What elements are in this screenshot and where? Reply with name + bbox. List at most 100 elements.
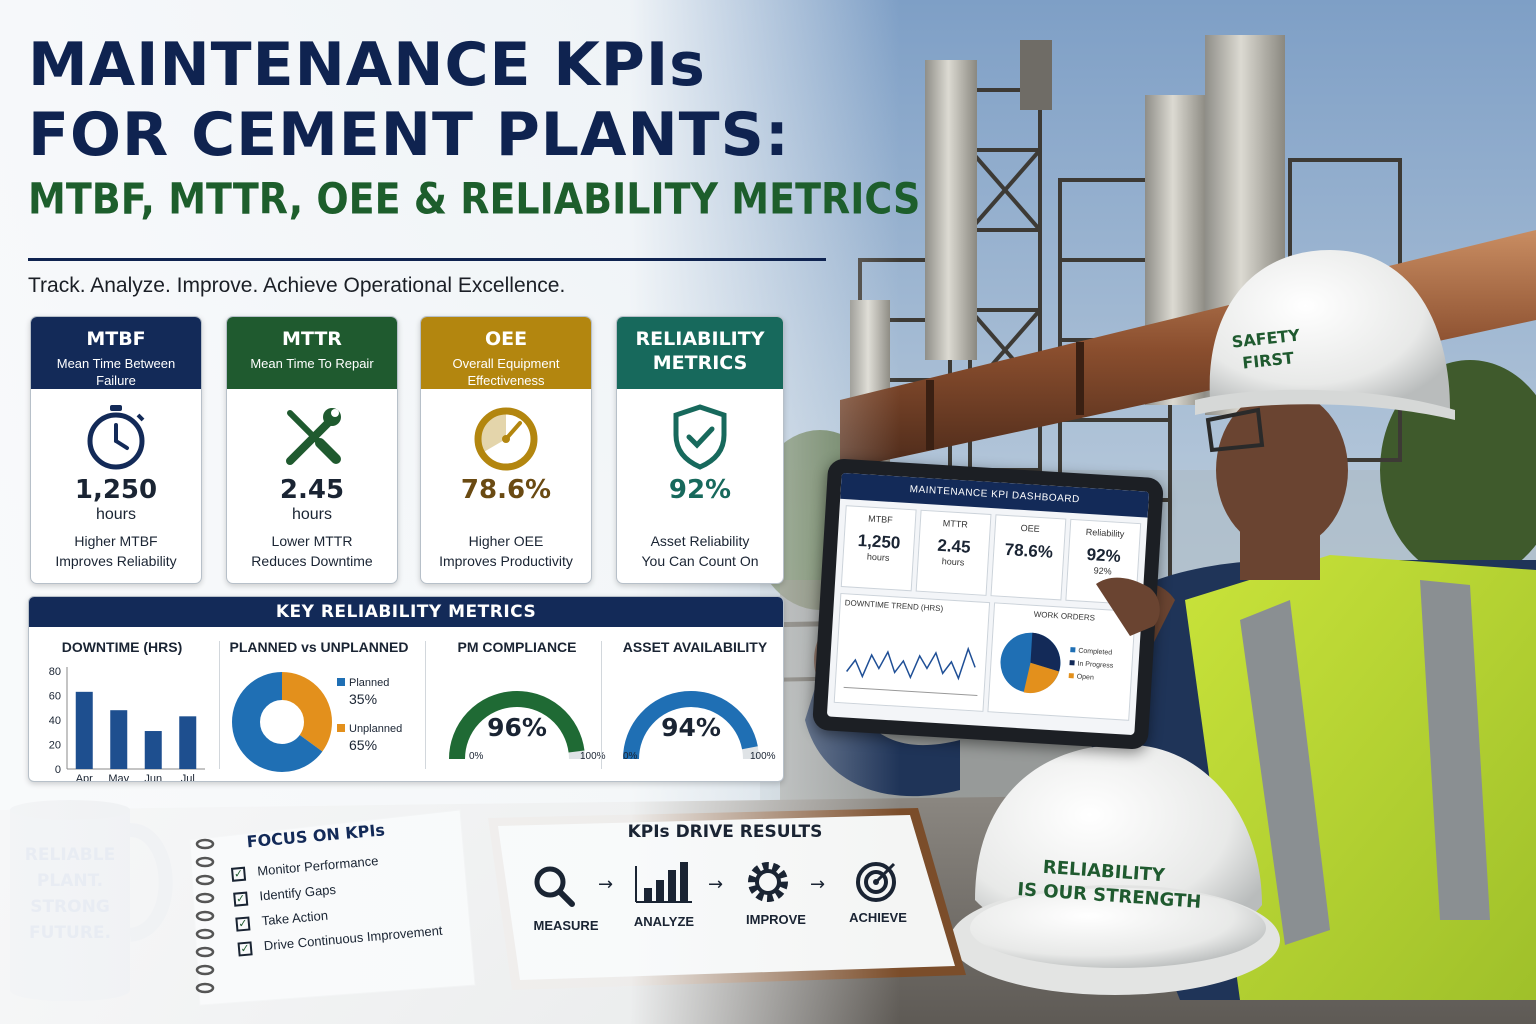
x-tick-label: May (108, 773, 129, 782)
checkbox-checked-icon: ✓ (230, 866, 247, 882)
kpi-description: Lower MTTR Reduces Downtime (227, 531, 397, 571)
step-improve: IMPROVE (746, 912, 806, 927)
legend-value: 65% (349, 737, 378, 753)
x-tick-label: Jul (181, 773, 195, 782)
gauge-min-label: 0% (469, 751, 484, 762)
kpi-value: 92% (668, 475, 732, 505)
kpi-card-header: RELIABILITY METRICS (617, 317, 783, 389)
mug-line-2: PLANT. (36, 871, 104, 891)
kpi-abbr: OEE (484, 328, 528, 350)
tablet-device: MAINTENANCE KPI DASHBOARD MTBF 1,250 hou… (812, 457, 1164, 751)
y-tick-label: 20 (49, 740, 61, 752)
tagline: Track. Analyze. Improve. Achieve Operati… (28, 274, 566, 297)
asset-availability-gauge: ASSET AVAILABILITY 94% 0% 100% (607, 627, 783, 781)
legend-value: 35% (349, 691, 378, 707)
gauge-value: 96% (487, 713, 547, 742)
pointing-hand (1096, 577, 1160, 636)
kpi-abbr-line-1: RELIABILITY (635, 328, 765, 350)
legend-label: Unplanned (349, 723, 403, 735)
kpi-desc-line-2: You Can Count On (641, 553, 759, 569)
kpi-desc-line-1: Lower MTTR (271, 533, 353, 549)
kpi-card-reliability: RELIABILITY METRICS 92% Asset Reliabilit… (616, 316, 784, 584)
legend-label: In Progress (1077, 660, 1114, 670)
kpi-desc-line-1: Higher OEE (468, 533, 544, 549)
x-tick-label: Jun (144, 773, 162, 782)
legend-swatch (337, 724, 345, 732)
kpi-card-header: OEE Overall Equipment Effectiveness (421, 317, 591, 389)
page-title-line-2: FOR CEMENT PLANTS: (28, 100, 790, 170)
bar-jun (144, 731, 162, 769)
gauge-min-label: 0% (623, 751, 638, 762)
gear-icon (748, 862, 788, 902)
planned-donut-chart (232, 672, 332, 772)
tablet-tile-mtbf: MTBF 1,250 hours (840, 505, 917, 592)
legend-swatch (337, 678, 345, 686)
checkbox-checked-icon: ✓ (235, 916, 251, 932)
tile-value: 78.6% (1004, 539, 1054, 562)
gauge-fill-arc (623, 690, 758, 760)
kpi-abbr: MTBF (86, 328, 146, 350)
mug-line-3: STRONG (30, 897, 110, 917)
kpi-abbr: MTTR (282, 328, 342, 350)
kpi-desc-line-2: Reduces Downtime (251, 553, 373, 569)
gauge-max-label: 100% (580, 751, 606, 762)
clipboard-title: KPIs DRIVE RESULTS (627, 822, 823, 842)
target-icon (856, 862, 896, 902)
legend-item-planned: Planned (337, 677, 417, 689)
tile-label: Reliability (1085, 526, 1125, 540)
kpi-full-name: Mean Time To Repair (250, 356, 374, 371)
kpi-unit: hours (291, 506, 333, 523)
magnifier-icon (534, 866, 575, 907)
work-orders-pie (1000, 632, 1061, 693)
kpi-abbr-line-2: METRICS (652, 352, 748, 374)
pm-compliance-gauge: PM COMPLIANCE 96% 0% 100% (429, 627, 606, 781)
orders-legend: Completed In Progress Open (1068, 644, 1114, 686)
downtime-bar-chart: 80 60 40 20 0 Apr May Jun Jul (49, 666, 205, 782)
stopwatch-icon (87, 405, 145, 470)
kpi-value: 2.45 (279, 475, 345, 505)
helmet-label: SAFETY FIRST (1230, 324, 1304, 375)
kpi-card-mtbf: MTBF Mean Time Between Failure 1,250 hou… (30, 316, 202, 584)
tile-label: MTTR (942, 518, 969, 530)
chart-title: DOWNTIME (HRS) (61, 639, 183, 655)
mug-line-4: FUTURE. (29, 923, 111, 943)
y-tick-label: 60 (49, 691, 61, 703)
step-analyze: ANALYZE (633, 914, 695, 929)
tablet-screen: MAINTENANCE KPI DASHBOARD MTBF 1,250 hou… (826, 472, 1150, 736)
kpi-full-name: Mean Time Between Failure (56, 356, 176, 388)
y-tick-label: 0 (55, 764, 61, 776)
process-flow-icons: → → → (534, 862, 896, 907)
tablet-orders-panel: WORK ORDERS Completed In Progress Open (987, 602, 1136, 721)
divider (219, 641, 220, 769)
reliability-metrics-panel: KEY RELIABILITY METRICS DOWNTIME (HRS) 8… (28, 596, 784, 782)
bar-chart-icon (635, 862, 692, 903)
mug-line-1: RELIABLE (24, 845, 116, 865)
tablet-tile-mttr: MTTR 2.45 hours (915, 509, 992, 596)
divider (601, 641, 602, 769)
divider (425, 641, 426, 769)
chart-title: ASSET AVAILABILITY (622, 639, 768, 655)
planned-unplanned-chart: PLANNED vs UNPLANNED Planned 35% Unplann… (223, 627, 417, 781)
svg-text:→: → (598, 874, 613, 895)
kpi-full-name: Overall Equipment Effectiveness (452, 356, 560, 388)
chart-title: PLANNED vs UNPLANNED (229, 639, 409, 655)
kpi-desc-line-2: Improves Reliability (55, 553, 177, 569)
gauge-svg (449, 690, 585, 760)
notebook: FOCUS ON KPIs ✓ Monitor Performance ✓ Iden… (228, 814, 470, 983)
svg-text:→: → (810, 874, 825, 895)
kpi-value: 1,250 (74, 475, 158, 505)
checkbox-checked-icon: ✓ (237, 940, 253, 957)
kpi-description: Higher OEE Improves Productivity (421, 531, 591, 571)
kpi-description: Asset Reliability You Can Count On (617, 531, 783, 571)
kpi-desc-line-2: Improves Productivity (439, 553, 573, 569)
notebook-item-label: Take Action (261, 907, 329, 929)
tablet-tile-oee: OEE 78.6% (990, 514, 1067, 601)
x-tick-label: Apr (76, 773, 93, 782)
svg-text:→: → (708, 874, 723, 895)
kpi-card-header: MTTR Mean Time To Repair (227, 317, 397, 389)
shield-check-icon (673, 404, 727, 470)
bar-apr (75, 691, 93, 769)
gauge-fill-arc (449, 690, 585, 760)
page-title-line-1: MAINTENANCE KPIs (28, 30, 706, 100)
legend-open: Open (1068, 670, 1113, 686)
